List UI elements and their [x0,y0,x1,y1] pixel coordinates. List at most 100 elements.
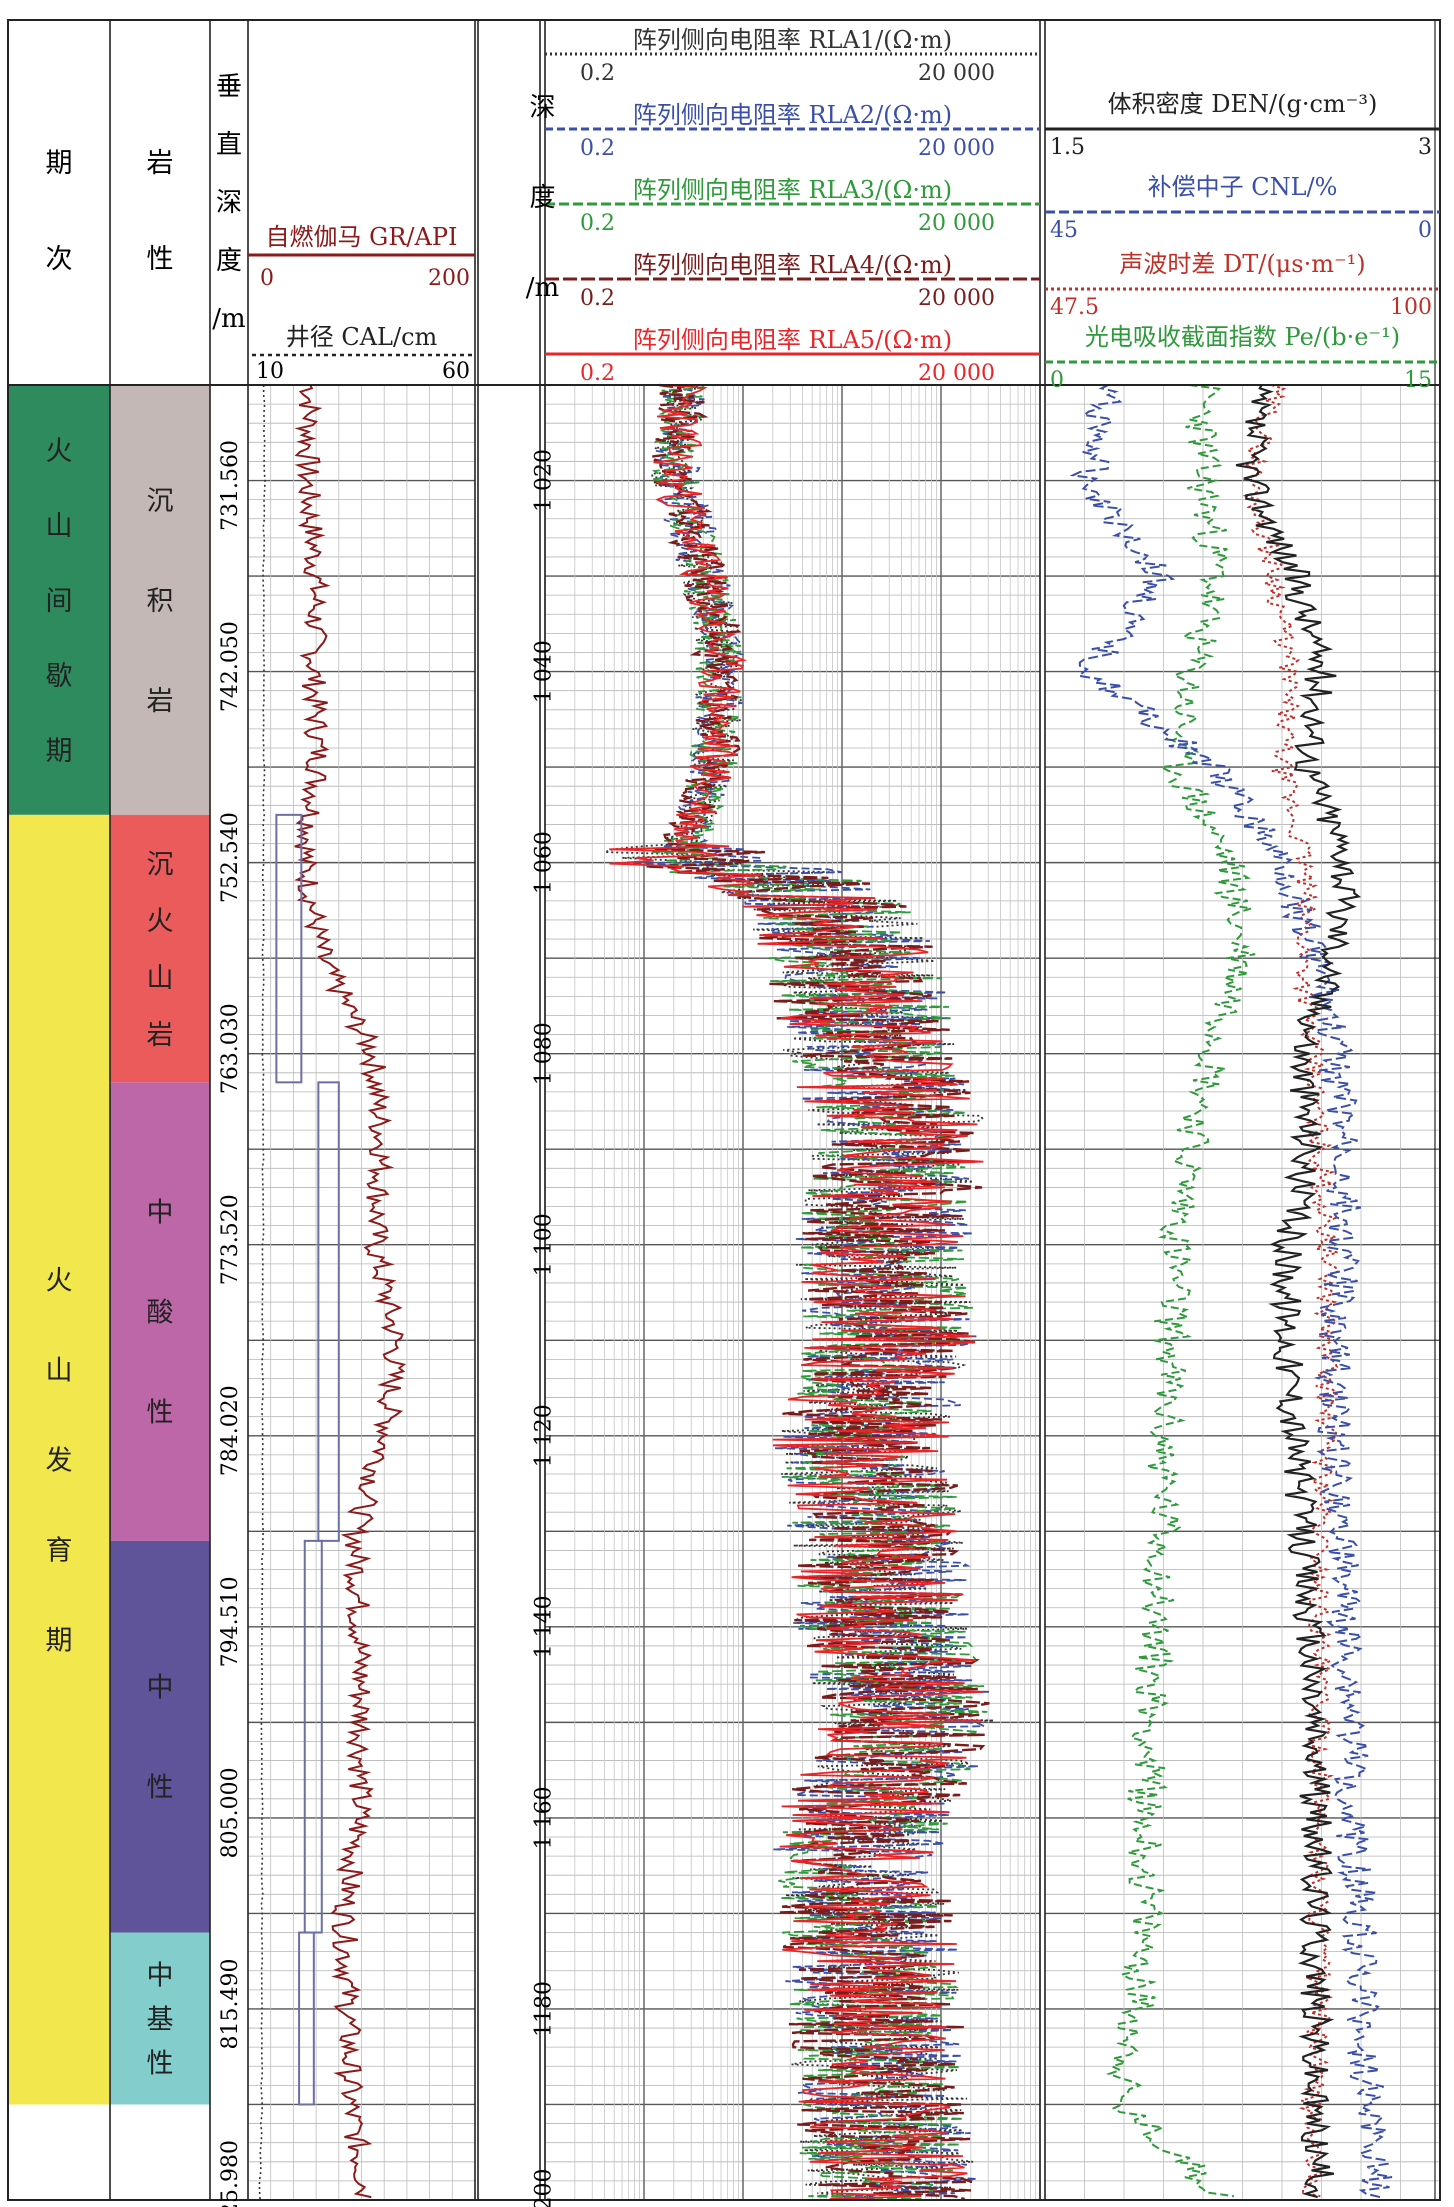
interval-box [317,1081,340,1542]
lithology-band [110,814,210,1083]
rla1-curve [604,384,994,2200]
cal-max: 60 [442,359,470,384]
depth-label: 1 120 [532,1404,557,1467]
vertical-depth-label: 794.510 [218,1576,243,1667]
track3-label-1: 补偿中子 CNL/% [1148,173,1338,201]
depth-header: 度 [529,183,555,213]
rla5-label: 阵列侧向电阻率 RLA5/(Ω·m) [633,326,952,354]
vertical-depth-label: 752.540 [218,812,243,903]
lithology-label: 酸 [147,1298,174,1329]
vertical-depth-header: 直 [216,130,242,160]
period-label: 山 [46,511,73,542]
depth-label: 1 080 [532,1022,557,1085]
interval-box [298,1931,315,2106]
rla4-max: 20 000 [918,286,995,311]
gr-curve [294,384,407,2199]
depth-label: 1 100 [532,1213,557,1276]
vertical-depth-label: 763.030 [218,1003,243,1094]
lithology-header: 岩 [147,148,174,179]
depth-label: 1 140 [532,1595,557,1658]
table-frame [7,19,1441,2201]
period-label: 期 [46,1626,73,1657]
rla5-max: 20 000 [918,361,995,386]
period-header: 次 [46,244,73,275]
lithology-label: 性 [147,1398,174,1429]
track3-min-1: 45 [1050,218,1078,243]
rla5-curve [609,384,984,2200]
cal-curve [258,384,266,2201]
track3-label-2: 声波时差 DT/(μs·m⁻¹) [1119,250,1365,278]
vertical-depth-label: 731.560 [218,440,243,531]
period-label: 火 [46,436,73,467]
track3-max-3: 15 [1404,368,1432,393]
rla3-max: 20 000 [918,211,995,236]
rla4-min: 0.2 [580,286,615,311]
lithology-band [110,385,210,815]
vertical-depth-label: 784.020 [218,1385,243,1476]
den-curve [1235,384,1362,2199]
vertical-depth-header: 垂 [216,72,242,102]
lithology-label: 沉 [147,849,174,880]
vertical-depth-header: 深 [216,188,242,218]
lithology-label: 沉 [147,486,174,517]
track3-min-2: 47.5 [1050,295,1099,320]
lithology-label: 中 [147,1961,174,1992]
gr-min: 0 [260,266,274,291]
lithology-label: 性 [147,1773,174,1804]
lithology-label: 积 [147,586,174,617]
track3-label-3: 光电吸收截面指数 Pe/(b·e⁻¹) [1085,323,1400,351]
lithology-label: 性 [147,2048,174,2079]
lithology-band [110,1082,210,1541]
rla5-min: 0.2 [580,361,615,386]
cnl-curve [1069,384,1393,2199]
gr-max: 200 [428,266,470,291]
rla1-label: 阵列侧向电阻率 RLA1/(Ω·m) [633,26,952,54]
period-label: 育 [46,1536,73,1567]
rla2-label: 阵列侧向电阻率 RLA2/(Ω·m) [633,101,952,129]
lithology-label: 中 [147,1198,174,1229]
lithology-label: 山 [147,963,174,994]
vertical-depth-label: 805.000 [218,1767,243,1858]
period-header: 期 [46,148,73,179]
rla4-label: 阵列侧向电阻率 RLA4/(Ω·m) [633,251,952,279]
depth-label: 1 160 [532,1786,557,1849]
interval-box [275,813,303,1084]
period-band [8,814,110,2105]
period-label: 歇 [46,661,73,692]
dt-curve [1242,384,1340,2198]
track3-label-0: 体积密度 DEN/(g·cm⁻³) [1108,90,1378,118]
cal-min: 10 [256,359,284,384]
vertical-depth-label: 742.050 [218,621,243,712]
depth-label: 1 040 [532,640,557,703]
depth-label: 1 060 [532,831,557,894]
track3-max-1: 0 [1418,218,1432,243]
gr-label: 自燃伽马 GR/API [266,223,458,251]
lithology-label: 基 [147,2005,174,2036]
color-fills [8,385,210,2105]
depth-header: 深 [529,93,555,123]
vertical-depth-header: 度 [216,246,242,276]
rla3-label: 阵列侧向电阻率 RLA3/(Ω·m) [633,176,952,204]
rla3-min: 0.2 [580,211,615,236]
lithology-header: 性 [147,244,174,275]
rla1-max: 20 000 [918,61,995,86]
period-label: 间 [46,586,73,617]
lithology-label: 岩 [147,686,174,717]
grid-lines [247,384,1441,2201]
rla1-min: 0.2 [580,61,615,86]
lithology-label: 中 [147,1673,174,1704]
vertical-depth-label: 773.520 [218,1194,243,1285]
period-label: 发 [46,1446,73,1477]
outer-border [7,19,1441,2201]
cal-label: 井径 CAL/cm [286,323,438,351]
track3-min-3: 0 [1050,368,1064,393]
lithology-band [110,1540,210,1933]
track3-min-0: 1.5 [1050,135,1085,160]
log-curves [258,383,1393,2201]
depth-label: 1 200 [532,2169,557,2207]
rla2-min: 0.2 [580,136,615,161]
vertical-depth-header: /m [212,304,245,334]
track3-max-0: 3 [1418,135,1432,160]
vertical-depth-label: 815.490 [218,1958,243,2049]
